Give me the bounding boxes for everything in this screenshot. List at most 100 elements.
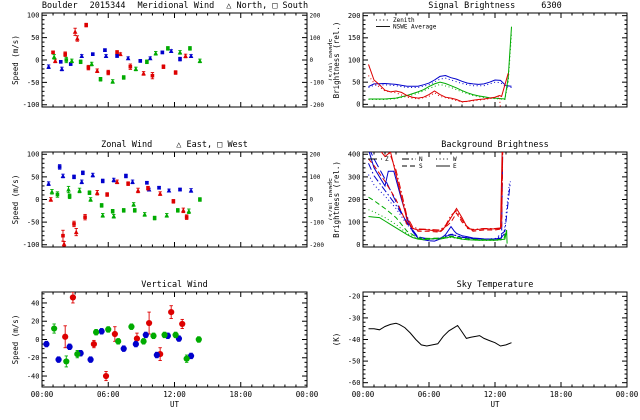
series-green-dot — [368, 209, 507, 241]
data-point-triangle — [89, 61, 94, 67]
data-point-square — [160, 50, 165, 55]
data-point-square — [198, 197, 202, 202]
data-point-circle — [74, 351, 81, 358]
axis-text: 100 — [27, 12, 40, 20]
data-point-square — [103, 48, 107, 52]
series-blue-dot — [368, 77, 512, 88]
data-point-circle — [172, 331, 179, 339]
data-point-square — [124, 174, 128, 178]
axis-text: -100 — [23, 101, 40, 109]
data-point-triangle — [168, 48, 174, 54]
data-point-triangle — [135, 187, 141, 193]
data-point-circle — [105, 326, 112, 333]
data-point-circle — [128, 323, 135, 330]
data-point-square — [90, 52, 95, 56]
data-point-square — [98, 77, 103, 82]
data-point-triangle — [188, 187, 194, 193]
axis-text: 50 — [31, 173, 39, 181]
data-point-square — [84, 23, 88, 27]
data-point-circle — [161, 331, 168, 339]
data-point-circle — [55, 356, 62, 363]
marker-legend: △ East, □ West — [176, 140, 248, 150]
data-point-triangle — [157, 191, 163, 196]
axis-text: 00:00 — [31, 390, 54, 399]
data-point-triangle — [79, 53, 85, 58]
axis-text: 00:00 — [616, 390, 639, 399]
axis-text: -40 — [27, 372, 40, 380]
axis-text: NSWE Average — [393, 24, 437, 31]
axis-text: 00:00 — [352, 390, 375, 399]
data-point-circle — [90, 340, 97, 348]
axis-text: 100 — [310, 174, 321, 181]
data-point-square — [145, 59, 149, 64]
axis-text: 0 — [35, 336, 39, 344]
data-point-square — [81, 171, 85, 175]
data-point-square — [72, 175, 76, 179]
data-point-square — [68, 62, 73, 66]
data-point-square — [63, 52, 67, 56]
data-point-square — [178, 187, 182, 192]
data-point-triangle — [111, 213, 117, 219]
data-point-triangle — [69, 58, 75, 63]
data-point-square — [176, 208, 180, 213]
axis-text: 100 — [348, 219, 361, 227]
axis-text: 00:00 — [296, 390, 319, 399]
data-point-square — [152, 216, 157, 220]
axis-text: Brightness (rel.) — [332, 161, 341, 238]
data-point-triangle — [131, 201, 136, 207]
data-point-triangle — [51, 54, 57, 59]
chart-meridional-wind: -100 -50 0 50 100 Speed (m/s) -200 -100 0 100 200 S… — [11, 12, 332, 110]
series-blue-solid — [368, 152, 507, 242]
data-point-circle — [187, 352, 195, 360]
data-point-triangle — [94, 190, 100, 195]
axis-text: 12:00 — [163, 390, 186, 399]
line-series — [368, 152, 511, 244]
data-point-circle — [102, 372, 110, 380]
data-point-triangle — [61, 241, 67, 246]
scatter-series — [43, 292, 202, 382]
data-point-circle — [133, 335, 141, 342]
axis-text: W — [453, 156, 457, 163]
data-point-circle — [93, 329, 100, 336]
data-point-circle — [153, 351, 160, 359]
data-point-square — [67, 194, 72, 199]
plot-legend: Z NS WE — [368, 156, 457, 170]
data-point-triangle — [188, 53, 194, 58]
data-point-square — [83, 215, 87, 219]
data-point-triangle — [141, 70, 146, 76]
data-point-circle — [183, 355, 190, 362]
data-point-square — [55, 192, 60, 197]
axes — [362, 151, 628, 248]
data-point-square — [100, 179, 105, 183]
data-point-circle — [87, 356, 94, 363]
data-point-circle — [132, 340, 139, 348]
data-point-triangle — [183, 53, 188, 58]
data-point-square — [72, 222, 76, 226]
scatter-series — [46, 22, 203, 84]
axis-text: 40 — [31, 299, 39, 307]
axes — [41, 151, 308, 248]
chart-title: Meridional Wind — [137, 1, 215, 11]
data-point-triangle — [73, 229, 79, 235]
axis-text: 150 — [348, 34, 361, 42]
axis-text: -50 — [27, 79, 40, 87]
axis-text: -20 — [348, 293, 361, 301]
chart-background-brightness: 0 100 200 300 400 Brightness (rel.) Z NS WE — [332, 151, 628, 249]
data-point-square — [138, 59, 143, 63]
panel-title-zonal: Zonal Wind △ East, □ West — [42, 140, 307, 150]
axis-text: -200 — [310, 242, 325, 249]
axis-text: Speed (m/s) — [11, 315, 20, 365]
axis-text: 100 — [310, 35, 321, 42]
data-point-circle — [63, 358, 70, 365]
chart-title: Sky Temperature — [456, 280, 534, 290]
data-point-square — [128, 64, 133, 69]
data-point-triangle — [79, 179, 85, 184]
data-point-triangle — [125, 55, 131, 61]
axis-text: 18:00 — [229, 390, 252, 399]
axis-text: Speed (m/s) — [327, 178, 332, 221]
panel-title-background: Background Brightness — [363, 140, 627, 150]
data-point-triangle — [103, 53, 109, 58]
wavelength-label: 6300 — [541, 1, 562, 11]
panel-title-skytemp: Sky Temperature — [363, 280, 627, 290]
axis-text: Brightness (rel.) — [332, 22, 341, 99]
